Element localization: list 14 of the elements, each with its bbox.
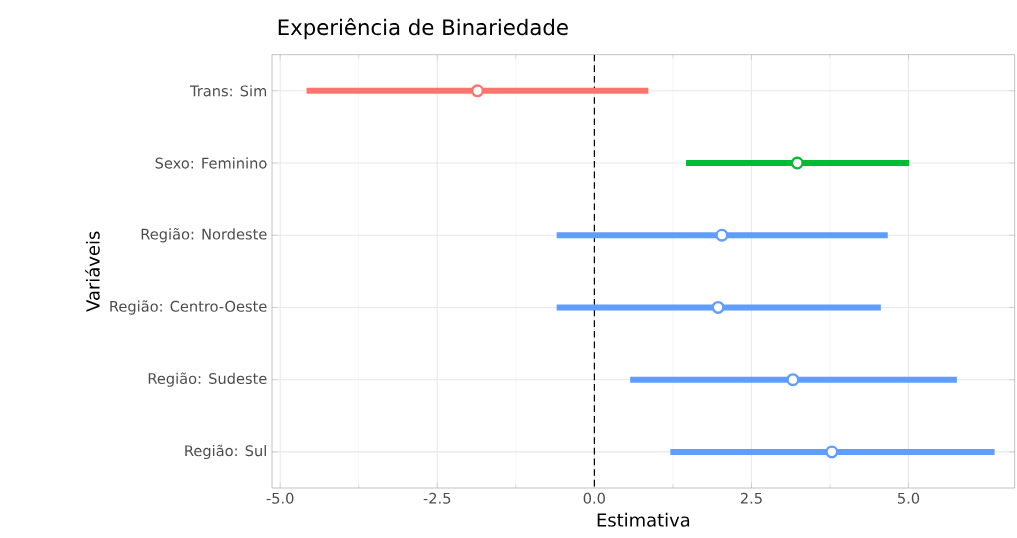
chart-title: Experiência de Binariedade bbox=[278, 17, 568, 40]
y-tick-label: Sexo: Feminino bbox=[155, 157, 267, 169]
y-tick-label: Trans: Sim bbox=[189, 85, 267, 97]
x-tick-label: 5.0 bbox=[898, 492, 920, 504]
y-tick-label: Região: Sul bbox=[185, 444, 266, 460]
x-tick-label: 2.5 bbox=[740, 492, 762, 504]
x-tick-label: -2.5 bbox=[423, 492, 451, 504]
y-tick-label: Região: Sudeste bbox=[148, 372, 267, 387]
y-axis-title: Variáveis bbox=[85, 231, 100, 312]
x-tick-label: 0.0 bbox=[583, 492, 605, 504]
x-axis-title: Estimativa bbox=[597, 512, 690, 527]
y-tick-label: Região: Centro-Oeste bbox=[110, 300, 267, 315]
x-tick-label: -5.0 bbox=[266, 492, 294, 504]
y-tick-label: Região: Nordeste bbox=[141, 228, 267, 243]
